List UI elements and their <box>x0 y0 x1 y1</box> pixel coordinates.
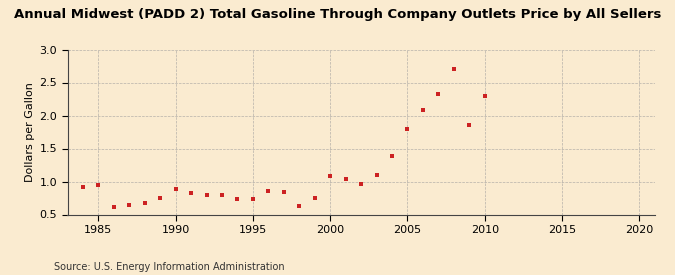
Y-axis label: Dollars per Gallon: Dollars per Gallon <box>25 82 35 182</box>
Point <box>418 108 429 112</box>
Point <box>217 193 227 197</box>
Point <box>78 185 88 190</box>
Point <box>93 183 104 188</box>
Point <box>448 67 459 71</box>
Text: Annual Midwest (PADD 2) Total Gasoline Through Company Outlets Price by All Sell: Annual Midwest (PADD 2) Total Gasoline T… <box>14 8 662 21</box>
Point <box>294 204 304 208</box>
Point <box>402 127 413 131</box>
Point <box>263 189 274 194</box>
Point <box>325 174 335 178</box>
Point <box>371 173 382 177</box>
Point <box>309 196 320 200</box>
Point <box>155 196 165 200</box>
Point <box>109 204 119 209</box>
Point <box>170 186 181 191</box>
Point <box>124 202 135 207</box>
Point <box>340 177 351 181</box>
Point <box>356 182 367 186</box>
Point <box>232 196 243 201</box>
Point <box>387 154 398 159</box>
Point <box>279 190 290 194</box>
Point <box>479 94 490 98</box>
Text: Source: U.S. Energy Information Administration: Source: U.S. Energy Information Administ… <box>54 262 285 272</box>
Point <box>464 123 475 127</box>
Point <box>139 201 150 205</box>
Point <box>433 92 443 96</box>
Point <box>186 191 196 196</box>
Point <box>201 192 212 197</box>
Point <box>248 197 259 202</box>
